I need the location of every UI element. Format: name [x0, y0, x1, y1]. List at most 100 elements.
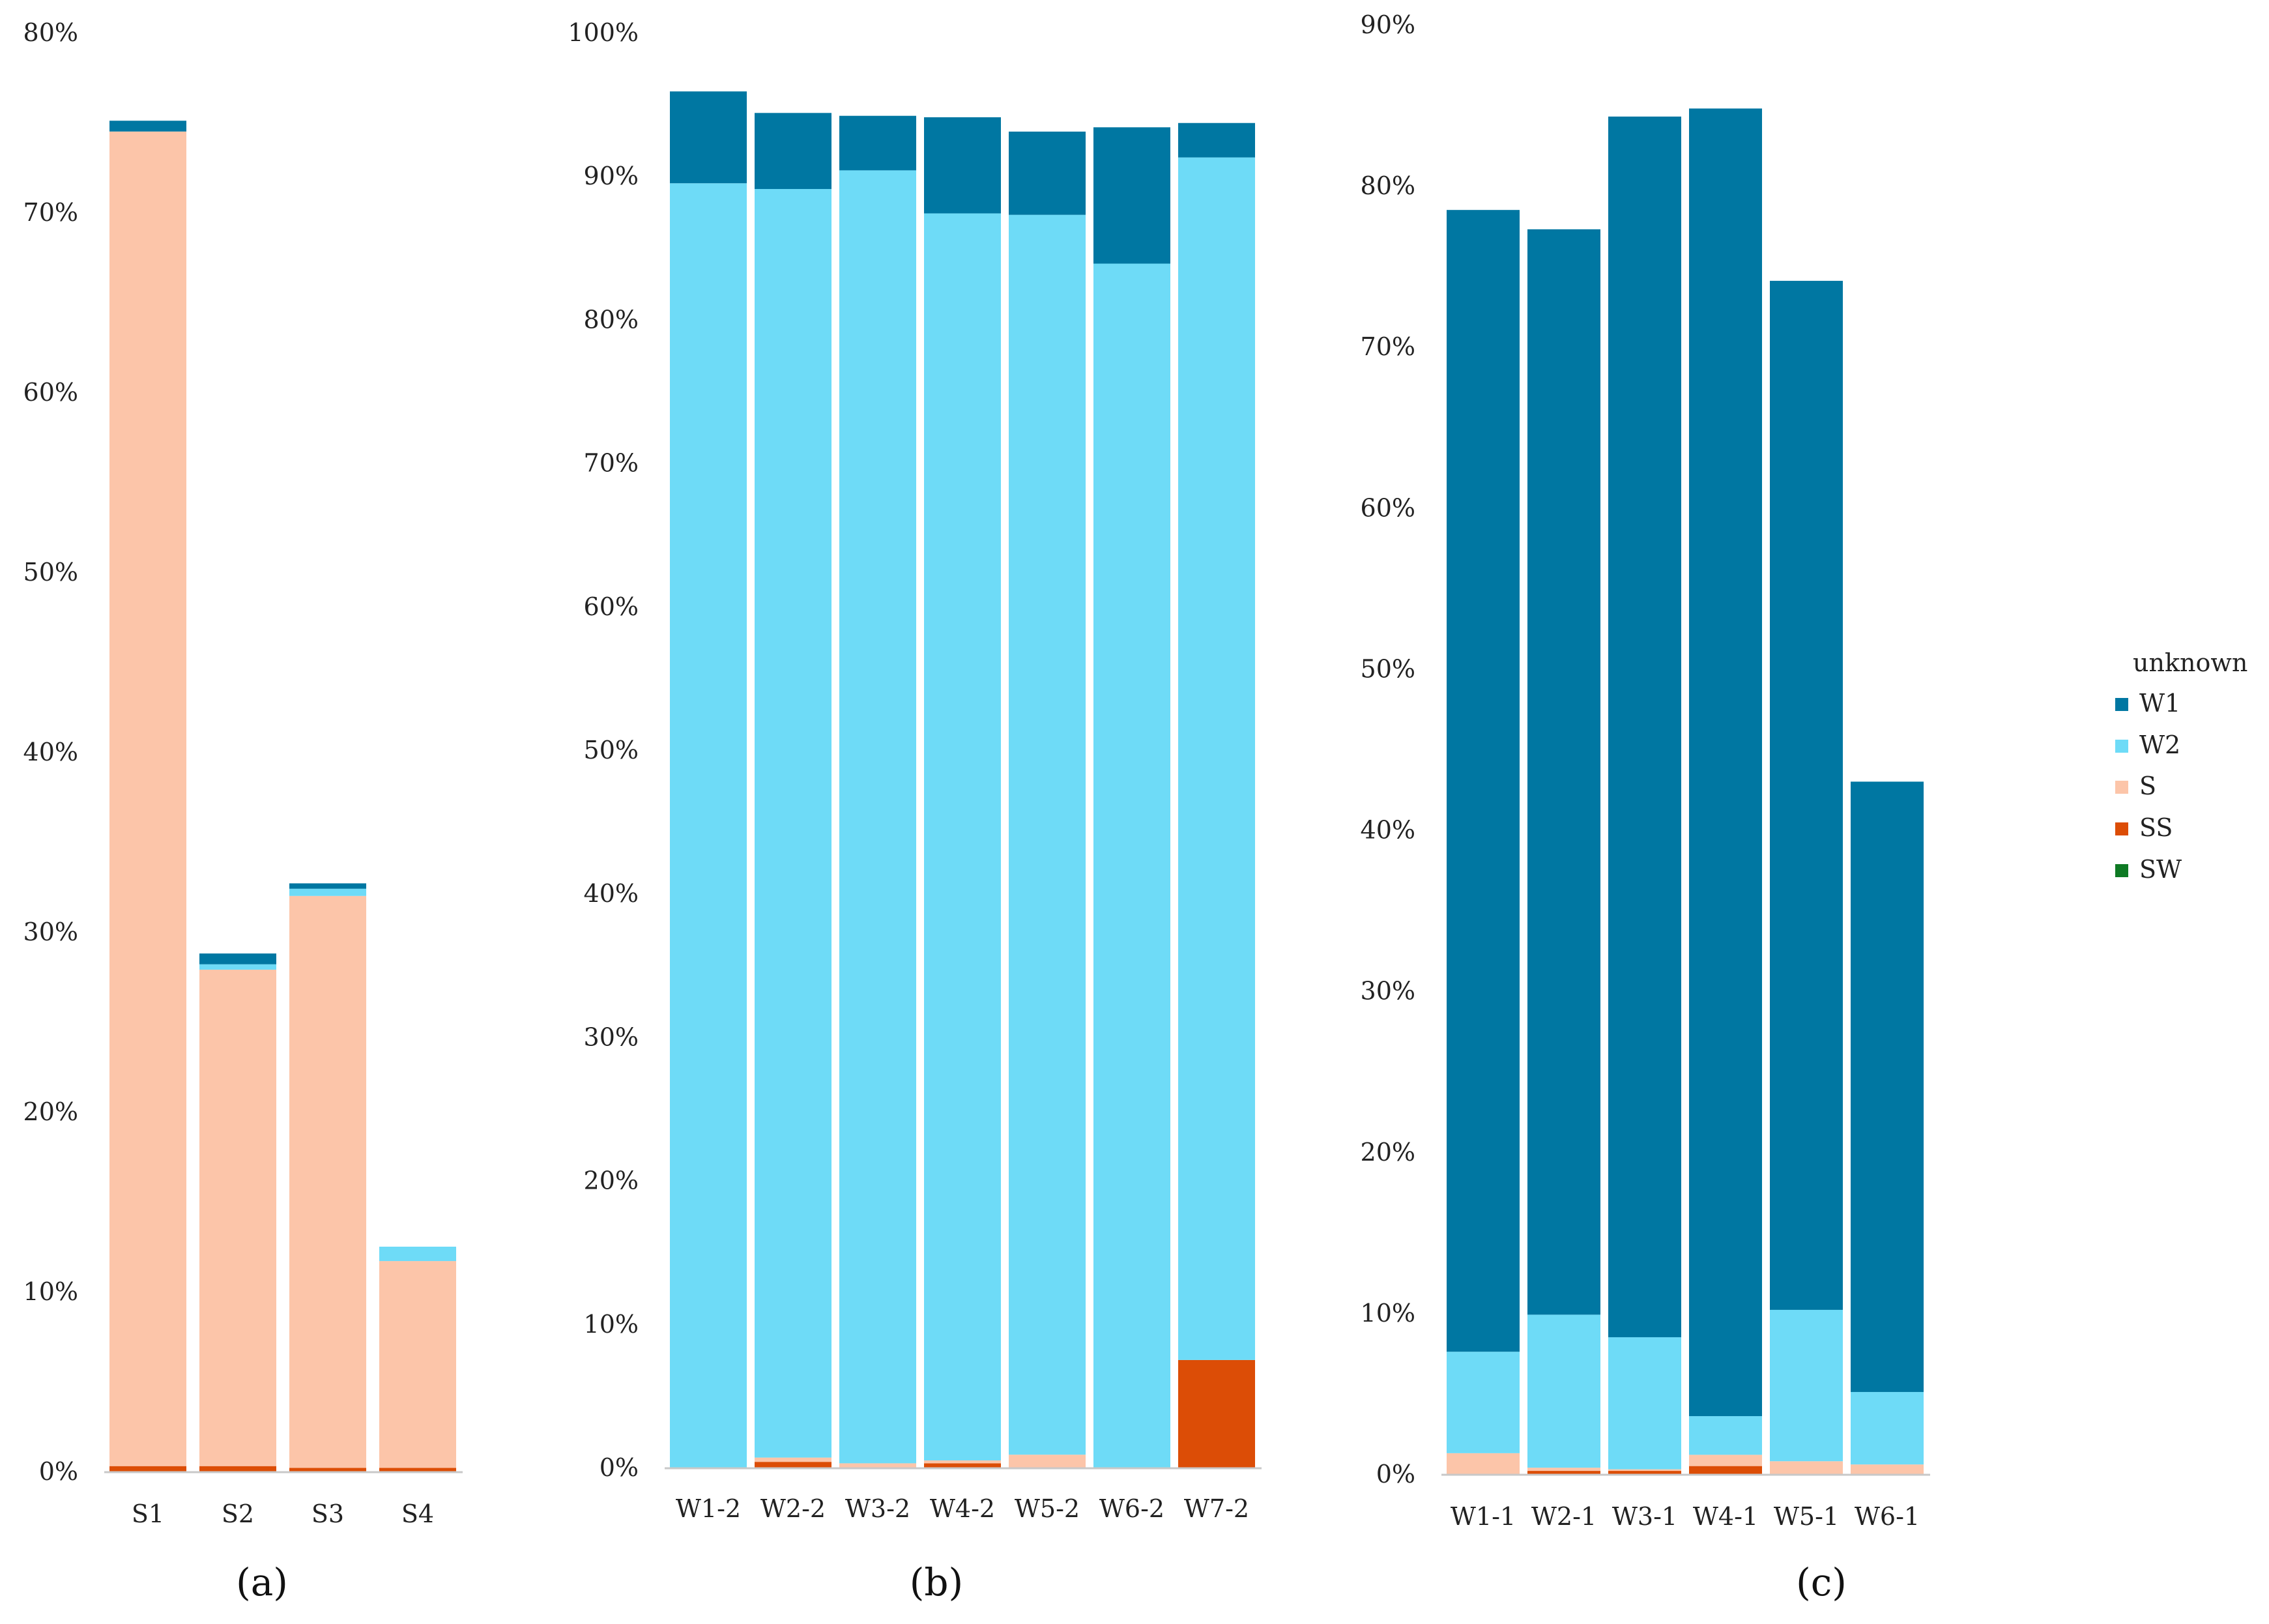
panel-a: 0% 10% 20% 30% 40% 50% 60% 70% 80% S1 S2 S3 S4 (a) — [23, 18, 463, 1604]
y-tick-label: 20% — [584, 1167, 639, 1195]
bar-segment-w2-w1-1 — [1447, 1352, 1520, 1453]
legend-swatch-ss — [2115, 822, 2128, 835]
y-tick-label: 100% — [568, 18, 639, 47]
legend-item-s: S — [2115, 772, 2156, 800]
y-tick-label: 10% — [584, 1310, 639, 1339]
bar-segment-ss-w4-1 — [1689, 1466, 1762, 1474]
bar-segment-w2-w6-2 — [1093, 263, 1170, 1468]
bar-segment-ss-s2 — [199, 1466, 276, 1472]
y-tick-label: 30% — [584, 1022, 639, 1051]
legend-swatch-w1 — [2115, 698, 2128, 711]
y-tick-label: 50% — [23, 558, 78, 587]
x-tick-label: W1-1 — [1451, 1502, 1516, 1531]
bar-segment-ss-s1 — [109, 1466, 186, 1472]
bar-segment-w2-w5-1 — [1770, 1309, 1843, 1462]
bar-segment-s-w3-2 — [839, 1463, 916, 1468]
bar-segment-w1-w4-2 — [924, 117, 1001, 214]
bar-segment-ss-w4-2 — [924, 1463, 1001, 1468]
x-tick-label: W3-2 — [845, 1494, 910, 1523]
bar-segment-w2-w4-1 — [1689, 1416, 1762, 1455]
y-tick-label: 30% — [23, 918, 78, 946]
bar-segment-w1-s1 — [109, 121, 186, 132]
legend-label-w1: W1 — [2139, 689, 2180, 718]
y-tick-label: 0% — [39, 1457, 78, 1486]
bar-segment-w2-w2-1 — [1527, 1314, 1600, 1468]
y-tick-label: 40% — [1361, 816, 1415, 845]
bar-segment-s-w5-2 — [1009, 1455, 1086, 1468]
bar-segment-w2-w3-2 — [839, 170, 916, 1464]
bar-segment-w1-w4-1 — [1689, 108, 1762, 1417]
panel-label: (c) — [1796, 1560, 1847, 1604]
bar-segment-s-s1 — [109, 131, 186, 1466]
bar-segment-w1-w2-1 — [1527, 229, 1600, 1315]
panel-label: (b) — [910, 1560, 963, 1604]
y-tick-label: 90% — [584, 162, 639, 190]
bar-segment-w2-w4-2 — [924, 213, 1001, 1460]
panel-c: 0% 10% 20% 30% 40% 50% 60% 70% 80% 90% W1-1 W2-1 W3-… — [1361, 10, 1930, 1604]
bar-segment-s-w2-1 — [1527, 1468, 1600, 1472]
legend-label-s: S — [2139, 772, 2156, 800]
bar-segment-w2-w3-1 — [1608, 1337, 1681, 1470]
bar-segment-ss-w3-1 — [1608, 1471, 1681, 1474]
y-tick-label: 0% — [1376, 1460, 1415, 1488]
y-tick-label: 50% — [584, 736, 639, 764]
bar-segment-w1-w3-2 — [839, 115, 916, 171]
x-tick-label: W5-2 — [1015, 1494, 1080, 1523]
x-tick-label: W4-1 — [1693, 1502, 1758, 1531]
x-tick-label: W7-2 — [1184, 1494, 1249, 1523]
y-tick-label: 80% — [23, 18, 78, 47]
y-tick-label: 50% — [1361, 654, 1415, 683]
x-tick-label: W1-2 — [676, 1494, 741, 1523]
bar-segment-s-w1-1 — [1447, 1453, 1520, 1474]
y-tick-label: 80% — [584, 305, 639, 334]
y-tick-label: 90% — [1361, 10, 1415, 39]
bar-segment-w2-s3 — [289, 888, 366, 896]
bar-segment-s-w4-2 — [924, 1460, 1001, 1464]
y-tick-label: 60% — [23, 378, 78, 407]
bar-segment-s-s4 — [379, 1261, 456, 1468]
x-tick-label: W4-2 — [930, 1494, 995, 1523]
bar-segment-ss-s4 — [379, 1468, 456, 1472]
y-tick-label: 70% — [1361, 332, 1415, 361]
y-tick-label: 20% — [1361, 1138, 1415, 1167]
x-tick-label: W6-1 — [1855, 1502, 1920, 1531]
bar-segment-w1-s2 — [199, 953, 276, 964]
bar-segment-s-s3 — [289, 895, 366, 1468]
bar-segment-ss-s3 — [289, 1468, 366, 1472]
bar-segment-s-w2-2 — [755, 1457, 831, 1462]
x-tick-label: S2 — [222, 1500, 254, 1528]
bar-segment-w2-s2 — [199, 964, 276, 970]
y-tick-label: 10% — [23, 1277, 78, 1306]
x-tick-label: S3 — [311, 1500, 344, 1528]
legend-label-sw: SW — [2139, 855, 2182, 884]
x-tick-label: S1 — [132, 1500, 164, 1528]
y-tick-label: 60% — [584, 592, 639, 621]
bar-segment-ss-w2-1 — [1527, 1471, 1600, 1474]
bar-segment-w1-w1-1 — [1447, 210, 1520, 1352]
bar-segment-s-w6-1 — [1851, 1464, 1924, 1474]
legend-swatch-w2 — [2115, 740, 2128, 753]
bar-segment-w2-s4 — [379, 1247, 456, 1262]
y-tick-label: 10% — [1361, 1299, 1415, 1327]
legend-item-sw: SW — [2115, 855, 2182, 884]
y-tick-label: 40% — [584, 879, 639, 908]
panel-b: 0% 10% 20% 30% 40% 50% 60% 70% 80% 90% 100% W1-2 W2-… — [568, 18, 1262, 1604]
x-tick-label: W2-1 — [1531, 1502, 1597, 1531]
legend-item-w1: W1 — [2115, 689, 2180, 718]
bar-segment-w2-w7-2 — [1178, 157, 1255, 1360]
bar-segment-w1-w2-2 — [755, 113, 831, 190]
legend: unknown W1 W2 S SS SW — [2115, 648, 2247, 884]
bar-segment-w2-w5-2 — [1009, 214, 1086, 1455]
bar-segment-w1-w5-1 — [1770, 280, 1843, 1310]
x-tick-label: W2-2 — [760, 1494, 826, 1523]
y-tick-label: 70% — [584, 449, 639, 478]
legend-swatch-sw — [2115, 864, 2128, 877]
bar-segment-w1-w1-2 — [670, 91, 747, 184]
bar-segment-ss-w2-2 — [755, 1462, 831, 1468]
legend-title: unknown — [2133, 648, 2247, 677]
y-tick-label: 30% — [1361, 977, 1415, 1006]
legend-label-ss: SS — [2139, 813, 2173, 842]
bar-segment-ss-w7-2 — [1178, 1359, 1255, 1468]
bar-segment-w2-w2-2 — [755, 189, 831, 1458]
